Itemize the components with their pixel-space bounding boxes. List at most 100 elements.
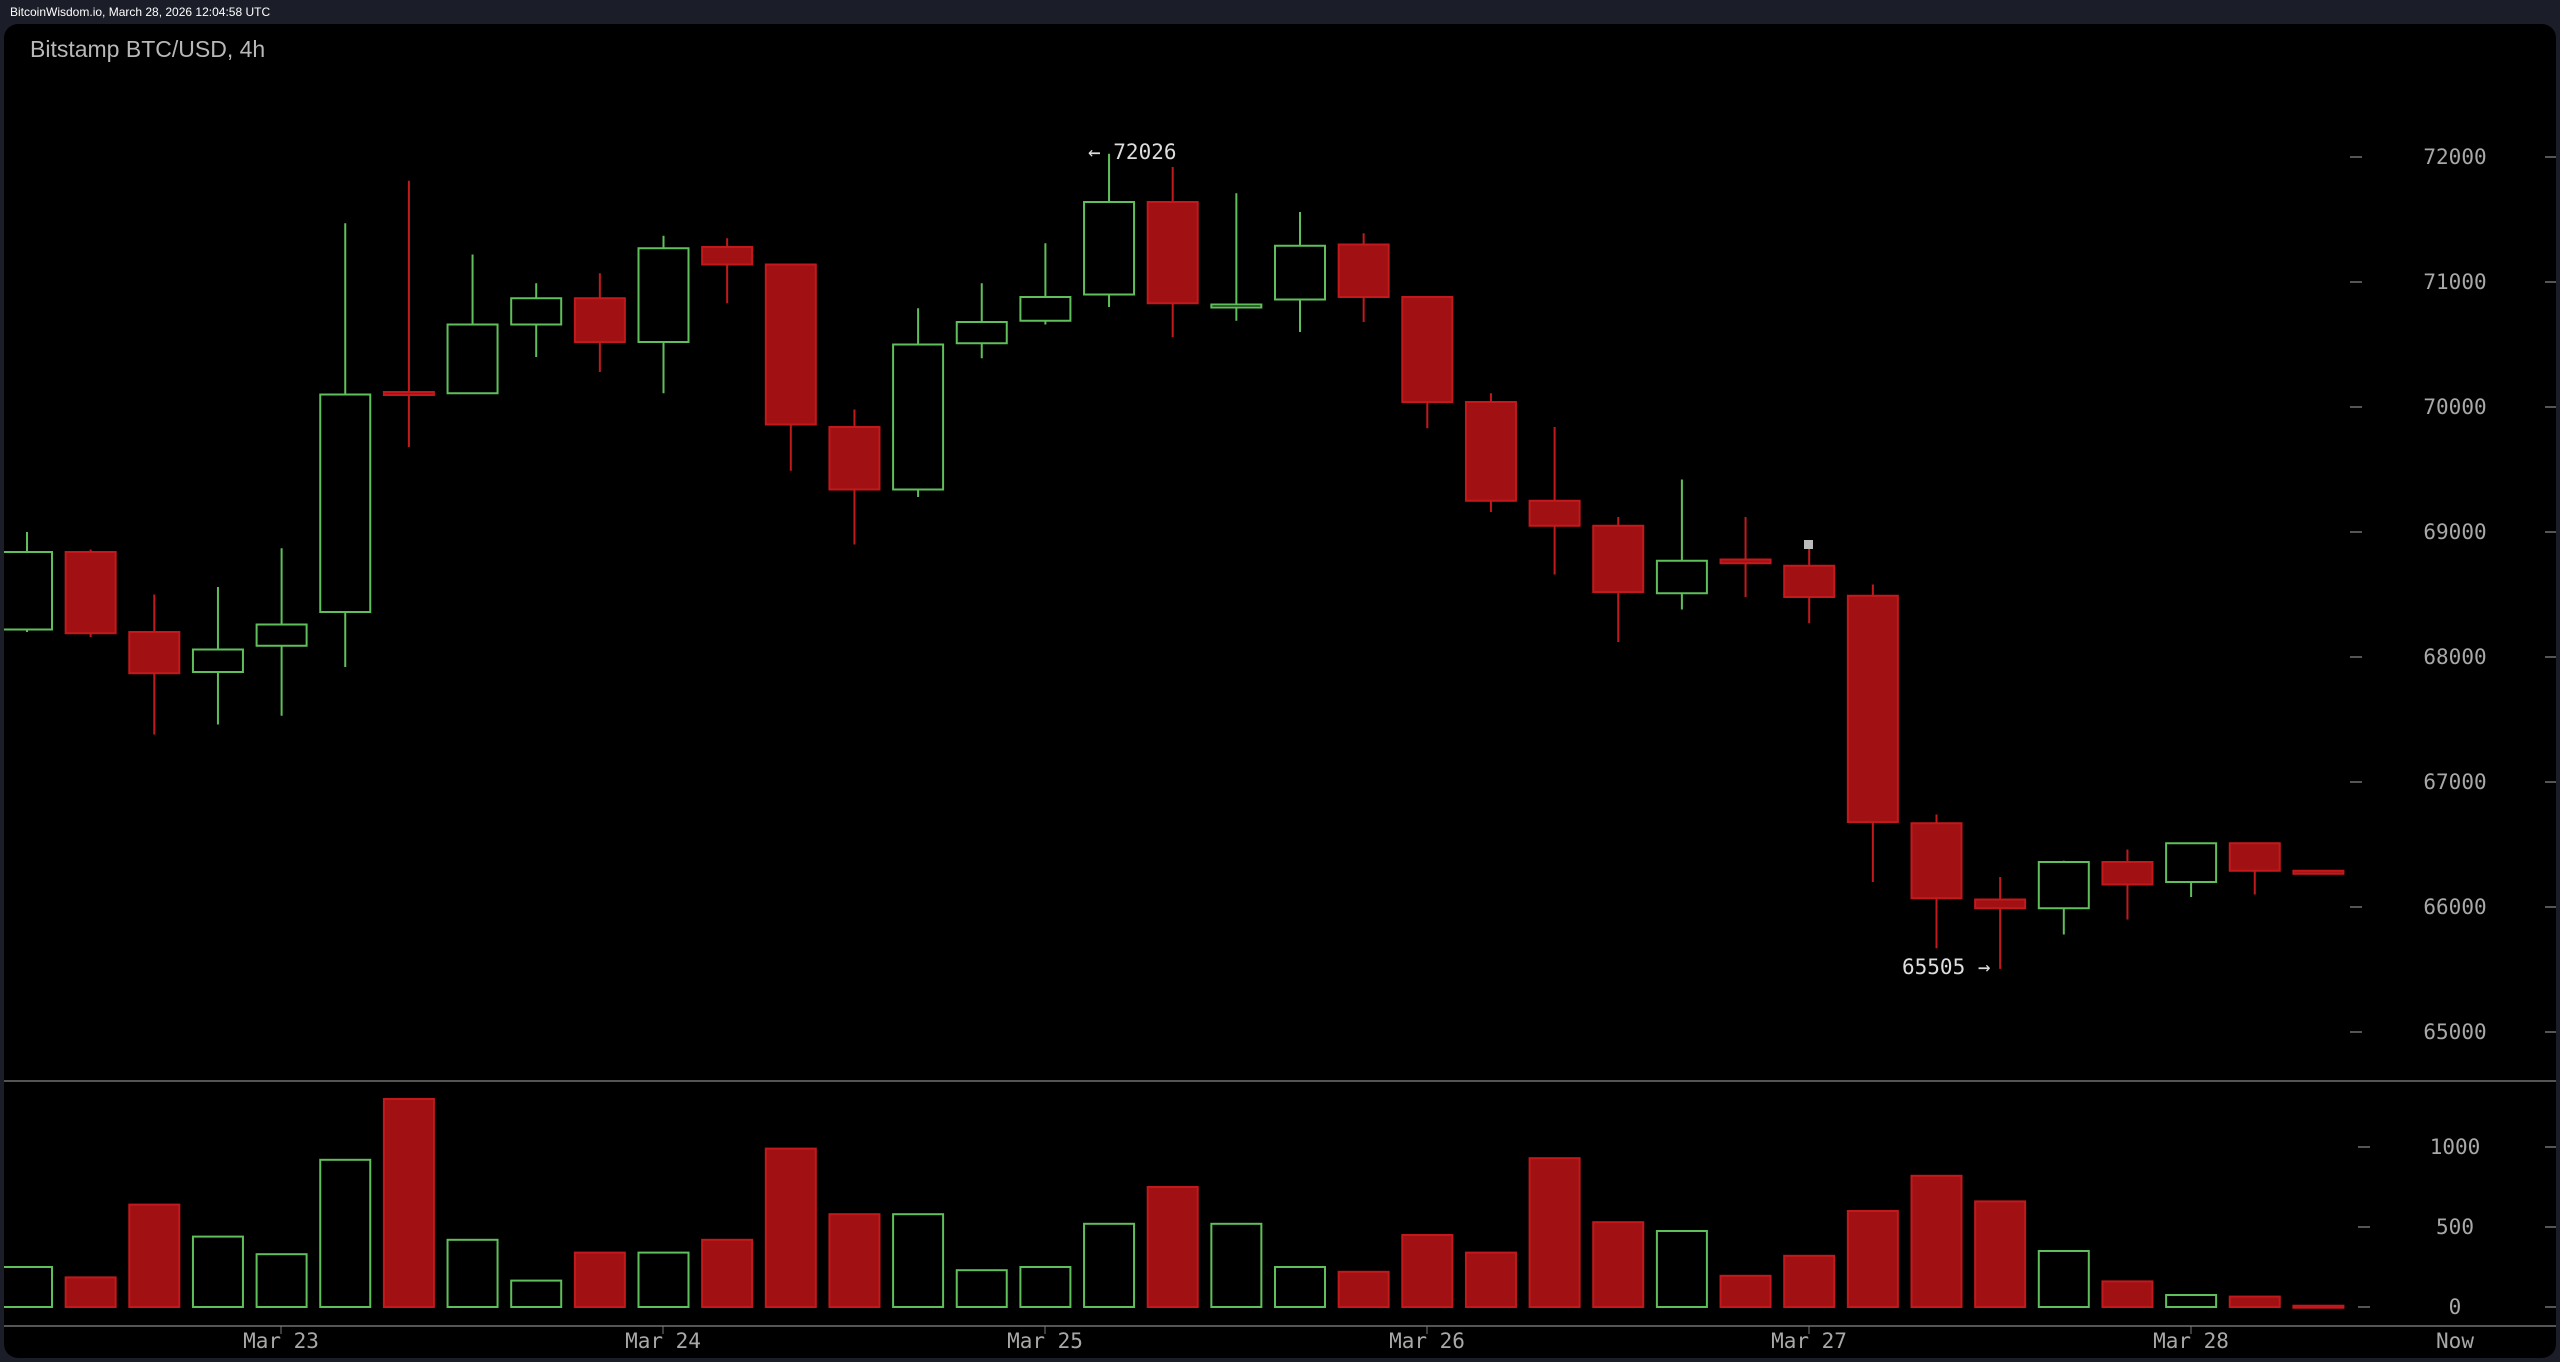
x-axis-label: Mar 25 xyxy=(1007,1329,1083,1353)
candle-body-down[interactable] xyxy=(1783,564,1836,598)
candle-body-up[interactable] xyxy=(2165,842,2218,883)
x-axis-label: Now xyxy=(2436,1329,2474,1353)
candle-body-down[interactable] xyxy=(2101,861,2154,886)
chart-panel: Bitstamp BTC/USD, 4h 65000 66000 67000 6800… xyxy=(4,24,2556,1358)
volume-bar-down[interactable] xyxy=(573,1251,626,1308)
volume-tick-label: 1000 xyxy=(2430,1135,2481,1159)
candle-body-up[interactable] xyxy=(1019,296,1072,322)
volume-bar-up[interactable] xyxy=(637,1251,690,1308)
volume-bar-down[interactable] xyxy=(2292,1304,2345,1309)
volume-bar-up[interactable] xyxy=(319,1158,372,1309)
candle-body-down[interactable] xyxy=(701,246,754,266)
candle-body-down[interactable] xyxy=(1974,898,2027,910)
x-axis-label: Mar 24 xyxy=(625,1329,701,1353)
candle-body-down[interactable] xyxy=(2292,869,2345,875)
price-tick-label: 66000 xyxy=(2423,895,2486,919)
volume-tick-label: 0 xyxy=(2449,1295,2462,1319)
volume-bar-down[interactable] xyxy=(382,1098,435,1308)
candle-body-down[interactable] xyxy=(2228,842,2281,872)
x-axis-label: Mar 27 xyxy=(1771,1329,1847,1353)
candle-body-up[interactable] xyxy=(446,323,499,395)
candle-body-up[interactable] xyxy=(191,648,244,673)
candle-body-up[interactable] xyxy=(4,551,53,631)
volume-bar-down[interactable] xyxy=(1337,1270,1390,1309)
candle-body-down[interactable] xyxy=(1337,243,1390,298)
candle-body-up[interactable] xyxy=(1210,303,1263,309)
price-tick-label: 71000 xyxy=(2423,270,2486,294)
volume-bar-up[interactable] xyxy=(1210,1222,1263,1309)
low-annotation: 65505 → xyxy=(1902,955,1991,979)
volume-bar-up[interactable] xyxy=(446,1238,499,1309)
volume-bar-up[interactable] xyxy=(4,1266,53,1308)
volume-bar-up[interactable] xyxy=(1274,1266,1326,1308)
chart-title: Bitstamp BTC/USD, 4h xyxy=(30,36,266,62)
volume-bar-up[interactable] xyxy=(2037,1250,2090,1308)
volume-bar-up[interactable] xyxy=(191,1235,244,1308)
candlestick-chart[interactable]: 65000 66000 67000 68000 69000 70000 71000 72000… xyxy=(4,24,2556,1358)
candle-body-up[interactable] xyxy=(2037,861,2090,910)
x-axis-label: Mar 23 xyxy=(243,1329,319,1353)
volume-bar-down[interactable] xyxy=(1783,1254,1836,1309)
current-marker xyxy=(1804,540,1813,549)
volume-bar-down[interactable] xyxy=(1592,1221,1645,1308)
volume-bar-down[interactable] xyxy=(764,1147,817,1308)
volume-bar-up[interactable] xyxy=(955,1269,1008,1308)
candle-body-down[interactable] xyxy=(1464,401,1517,502)
volume-bar-down[interactable] xyxy=(2101,1280,2154,1309)
x-axis-label: Mar 28 xyxy=(2153,1329,2229,1353)
candle-body-down[interactable] xyxy=(764,263,817,426)
x-axis-label: Mar 26 xyxy=(1389,1329,1465,1353)
volume-bar-up[interactable] xyxy=(1083,1222,1136,1309)
candle-body-down[interactable] xyxy=(1592,524,1645,593)
volume-tick-label: 500 xyxy=(2436,1215,2474,1239)
volume-bar-down[interactable] xyxy=(1910,1174,1963,1309)
volume-bar-down[interactable] xyxy=(64,1276,117,1309)
candle-body-up[interactable] xyxy=(319,393,372,613)
volume-bar-up[interactable] xyxy=(1019,1266,1072,1308)
candle-body-up[interactable] xyxy=(1083,201,1136,296)
source-timestamp: BitcoinWisdom.io, March 28, 2026 12:04:5… xyxy=(10,5,271,19)
candle-body-down[interactable] xyxy=(64,551,117,635)
candle-body-up[interactable] xyxy=(637,247,690,343)
candle-body-down[interactable] xyxy=(573,297,626,343)
volume-bar-down[interactable] xyxy=(701,1238,754,1309)
price-tick-label: 70000 xyxy=(2423,395,2486,419)
candle-body-up[interactable] xyxy=(892,343,945,491)
candle-body-up[interactable] xyxy=(955,321,1008,345)
candle-body-down[interactable] xyxy=(1910,822,1963,900)
price-tick-label: 69000 xyxy=(2423,520,2486,544)
volume-bar-down[interactable] xyxy=(1719,1274,1772,1309)
high-annotation: ← 72026 xyxy=(1088,140,1177,164)
volume-bar-up[interactable] xyxy=(510,1279,563,1308)
candle-body-up[interactable] xyxy=(1274,244,1326,301)
volume-bar-up[interactable] xyxy=(2165,1294,2218,1308)
candle-body-up[interactable] xyxy=(255,623,308,647)
volume-bar-up[interactable] xyxy=(892,1213,945,1308)
volume-bar-up[interactable] xyxy=(1655,1230,1708,1308)
volume-bar-down[interactable] xyxy=(2228,1295,2281,1308)
candle-body-up[interactable] xyxy=(1655,559,1708,595)
candle-body-down[interactable] xyxy=(128,631,181,675)
source-timestamp-bar: BitcoinWisdom.io, March 28, 2026 12:04:5… xyxy=(0,0,2560,24)
volume-bar-up[interactable] xyxy=(255,1253,308,1308)
candle-body-down[interactable] xyxy=(1528,499,1581,527)
price-tick-label: 67000 xyxy=(2423,770,2486,794)
candle-body-down[interactable] xyxy=(1401,296,1454,403)
price-tick-label: 68000 xyxy=(2423,645,2486,669)
volume-bar-down[interactable] xyxy=(1464,1251,1517,1308)
volume-bar-down[interactable] xyxy=(1974,1200,2027,1309)
candle-body-down[interactable] xyxy=(828,426,881,491)
volume-bar-down[interactable] xyxy=(1146,1186,1199,1308)
volume-bar-down[interactable] xyxy=(828,1213,881,1308)
volume-bar-down[interactable] xyxy=(1846,1210,1899,1308)
price-tick-label: 65000 xyxy=(2423,1020,2486,1044)
candle-body-down[interactable] xyxy=(1719,558,1772,565)
candle-body-down[interactable] xyxy=(1846,594,1899,823)
volume-bar-down[interactable] xyxy=(1528,1157,1581,1308)
candle-body-down[interactable] xyxy=(1146,201,1199,305)
candle-body-up[interactable] xyxy=(510,297,563,326)
volume-bar-down[interactable] xyxy=(128,1203,181,1308)
price-tick-label: 72000 xyxy=(2423,145,2486,169)
candle-body-down[interactable] xyxy=(382,391,435,396)
volume-bar-down[interactable] xyxy=(1401,1234,1454,1308)
